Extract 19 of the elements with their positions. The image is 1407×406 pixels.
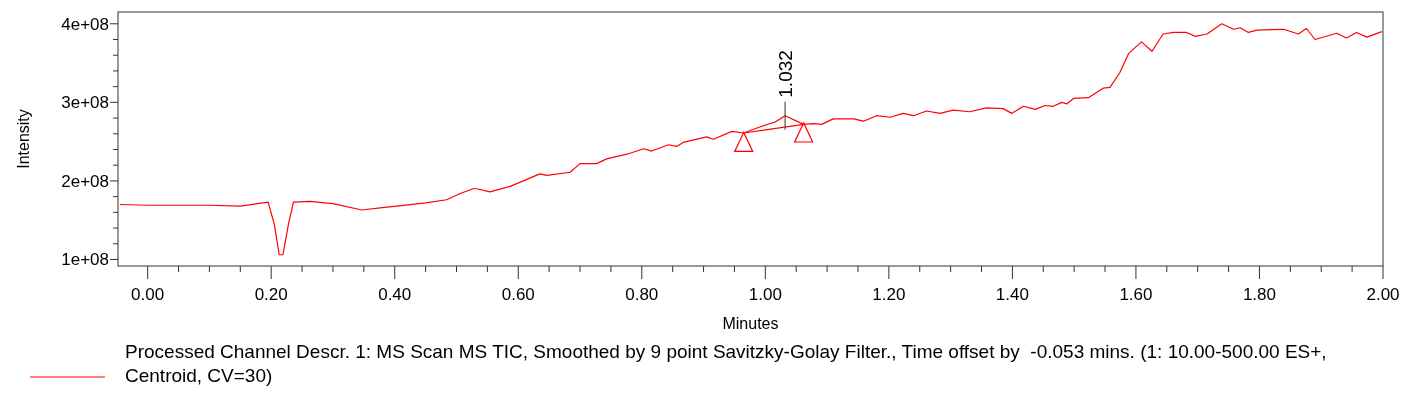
x-axis-title: Minutes bbox=[722, 315, 779, 332]
annotation: 1.032 bbox=[775, 50, 797, 98]
x-tick-label: 0.40 bbox=[378, 285, 412, 304]
x-tick-label: 1.40 bbox=[995, 285, 1029, 304]
y-axis-title: Intensity bbox=[15, 109, 32, 169]
y-tick-label: 2e+08 bbox=[61, 171, 109, 191]
y-tick-label: 1e+08 bbox=[61, 250, 109, 270]
x-tick-label: 1.80 bbox=[1242, 285, 1277, 304]
x-tick-label: 0.80 bbox=[625, 285, 659, 304]
x-tick-label: 0.60 bbox=[501, 285, 535, 304]
x-tick-label: 1.60 bbox=[1119, 285, 1153, 304]
x-tick-label: 1.20 bbox=[872, 285, 906, 304]
x-tick-label: 1.00 bbox=[748, 285, 782, 304]
x-tick-label: 0.00 bbox=[131, 285, 165, 304]
y-tick-label: 3e+08 bbox=[61, 93, 109, 113]
text: Processed Channel Descr. 1: MS Scan MS TIC, Smoothed by 9 point Savitzky-Golay Filter., Time offset by -0.053 mins. (1: 10.00-500.00 ES+, Centroid, CV=30) bbox=[125, 341, 1327, 386]
x-tick-label: 2.00 bbox=[1366, 285, 1400, 304]
x-tick-label: 0.20 bbox=[254, 285, 288, 304]
y-tick-label: 4e+08 bbox=[61, 14, 109, 34]
